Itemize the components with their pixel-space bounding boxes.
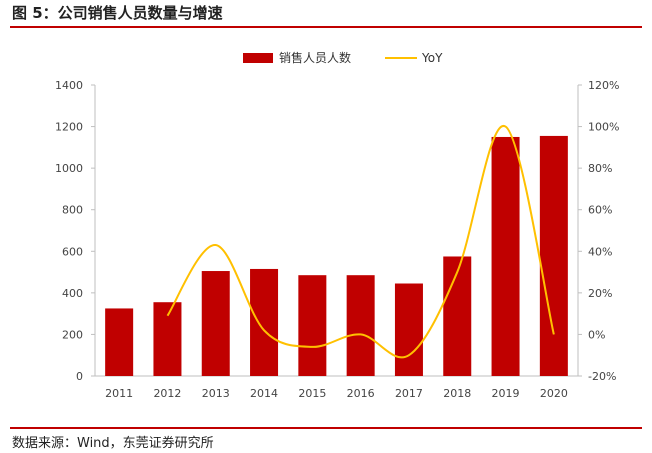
y-left-tick-label: 800 <box>62 204 83 217</box>
y-left-tick-label: 600 <box>62 245 83 258</box>
y-right-tick-label: 40% <box>588 245 612 258</box>
y-right-tick-label: 60% <box>588 204 612 217</box>
x-tick-label: 2011 <box>105 387 133 400</box>
x-tick-label: 2013 <box>202 387 230 400</box>
x-tick-label: 2017 <box>395 387 423 400</box>
y-left-tick-label: 1200 <box>55 121 83 134</box>
y-left-tick-label: 400 <box>62 287 83 300</box>
bar-2014 <box>250 268 279 376</box>
bar-2020 <box>539 135 568 376</box>
y-right-tick-label: 100% <box>588 121 619 134</box>
x-tick-label: 2012 <box>153 387 181 400</box>
legend-bar-swatch <box>243 53 273 63</box>
chart-axes: 0 200 400 600 800 1000 1200 1400 -20% 0% 20% 40% 60%… <box>55 79 619 400</box>
bottom-rule <box>10 427 642 429</box>
legend: 销售人员人数 YoY <box>243 50 443 65</box>
bar-2015 <box>298 275 327 376</box>
x-tick-label: 2019 <box>492 387 520 400</box>
x-tick-label: 2014 <box>250 387 278 400</box>
x-tick-label: 2018 <box>443 387 471 400</box>
x-tick-label: 2020 <box>540 387 568 400</box>
bar-2011 <box>105 308 134 376</box>
y-left-tick-label: 1000 <box>55 162 83 175</box>
bar-2016 <box>346 275 375 376</box>
y-left-tick-label: 200 <box>62 328 83 341</box>
bar-2018 <box>443 256 472 376</box>
bar-2019 <box>491 136 520 376</box>
legend-line-label: YoY <box>421 51 443 65</box>
bar-2013 <box>201 271 230 376</box>
legend-bar-label: 销售人员人数 <box>279 50 351 65</box>
top-rule <box>10 26 642 28</box>
y-right-tick-label: 80% <box>588 162 612 175</box>
y-left-tick-label: 1400 <box>55 79 83 92</box>
y-right-tick-label: -20% <box>588 370 616 383</box>
y-right-tick-label: 120% <box>588 79 619 92</box>
figure-source: 数据来源：Wind，东莞证券研究所 <box>12 436 214 451</box>
bar-2012 <box>153 302 182 376</box>
x-tick-label: 2015 <box>298 387 326 400</box>
line-series <box>166 125 555 359</box>
bar-2017 <box>394 283 423 376</box>
yoy-line <box>166 125 555 359</box>
bar-series <box>105 135 568 376</box>
y-left-tick-label: 0 <box>76 370 83 383</box>
y-right-tick-label: 0% <box>588 328 605 341</box>
y-right-tick-label: 20% <box>588 287 612 300</box>
figure-title: 图 5：公司销售人员数量与增速 <box>12 4 223 22</box>
x-tick-label: 2016 <box>347 387 375 400</box>
